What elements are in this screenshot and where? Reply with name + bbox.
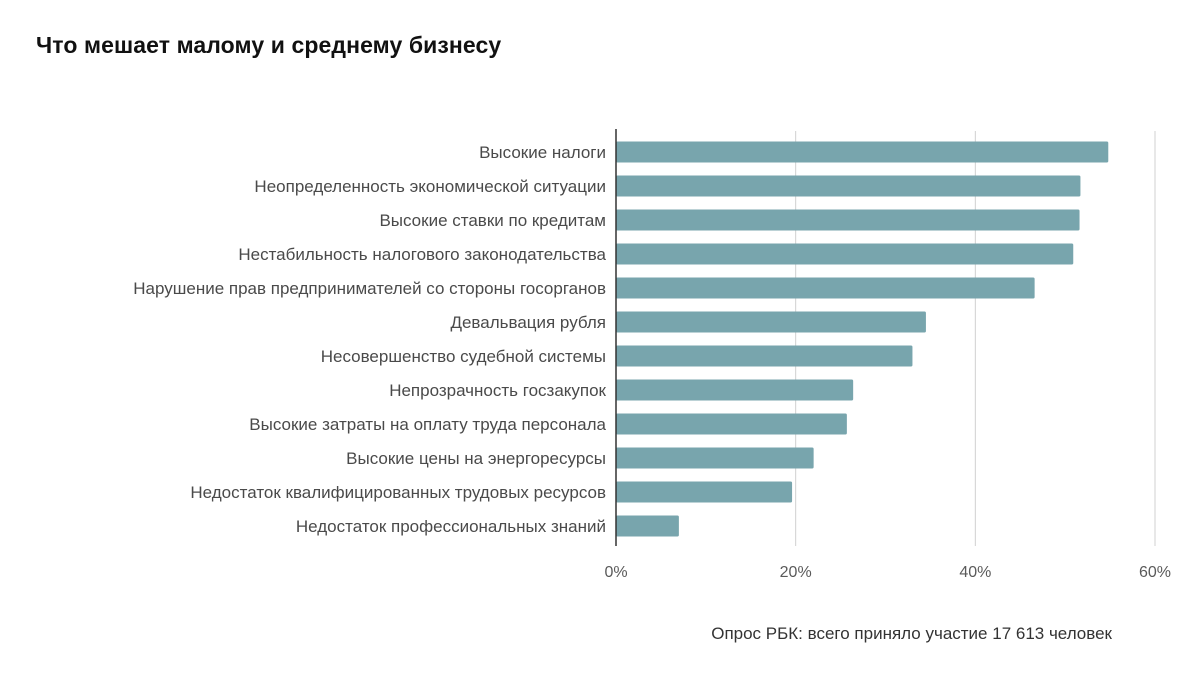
bar (616, 209, 1080, 231)
category-label: Недостаток профессиональных знаний (296, 517, 606, 536)
category-label: Высокие затраты на оплату труда персонал… (249, 415, 606, 434)
bar (616, 277, 1035, 299)
source-note: Опрос РБК: всего приняло участие 17 613 … (711, 624, 1112, 643)
category-label-layer: Высокие налоги Неопределенность экономиче… (133, 143, 606, 536)
category-label: Недостаток квалифицированных трудовых ре… (190, 483, 606, 502)
bar (616, 141, 1109, 163)
tick-label-layer: 0% 20% 40% 60% (604, 564, 1171, 581)
bar (616, 481, 793, 503)
category-label: Высокие ставки по кредитам (379, 211, 606, 230)
x-tick-label: 20% (780, 564, 812, 581)
category-label: Высокие цены на энергоресурсы (346, 449, 606, 468)
bar (616, 413, 847, 435)
category-label: Несовершенство судебной системы (321, 347, 606, 366)
bar (616, 345, 913, 367)
bar (616, 515, 679, 537)
bar (616, 311, 926, 333)
bar (616, 175, 1081, 197)
category-label: Нестабильность налогового законодательст… (238, 245, 606, 264)
category-label: Неопределенность экономической ситуации (254, 177, 606, 196)
bar-layer (616, 141, 1109, 537)
category-label: Высокие налоги (479, 143, 606, 162)
bar (616, 447, 814, 469)
category-label: Девальвация рубля (450, 313, 606, 332)
bar (616, 379, 854, 401)
x-tick-label: 40% (959, 564, 991, 581)
category-label: Непрозрачность госзакупок (389, 381, 606, 400)
x-tick-label: 0% (604, 564, 627, 581)
bar (616, 243, 1074, 265)
grid-layer (795, 131, 1156, 546)
category-label: Нарушение прав предпринимателей со сторо… (133, 279, 606, 298)
x-tick-label: 60% (1139, 564, 1171, 581)
chart-title: Что мешает малому и среднему бизнесу (36, 32, 502, 58)
